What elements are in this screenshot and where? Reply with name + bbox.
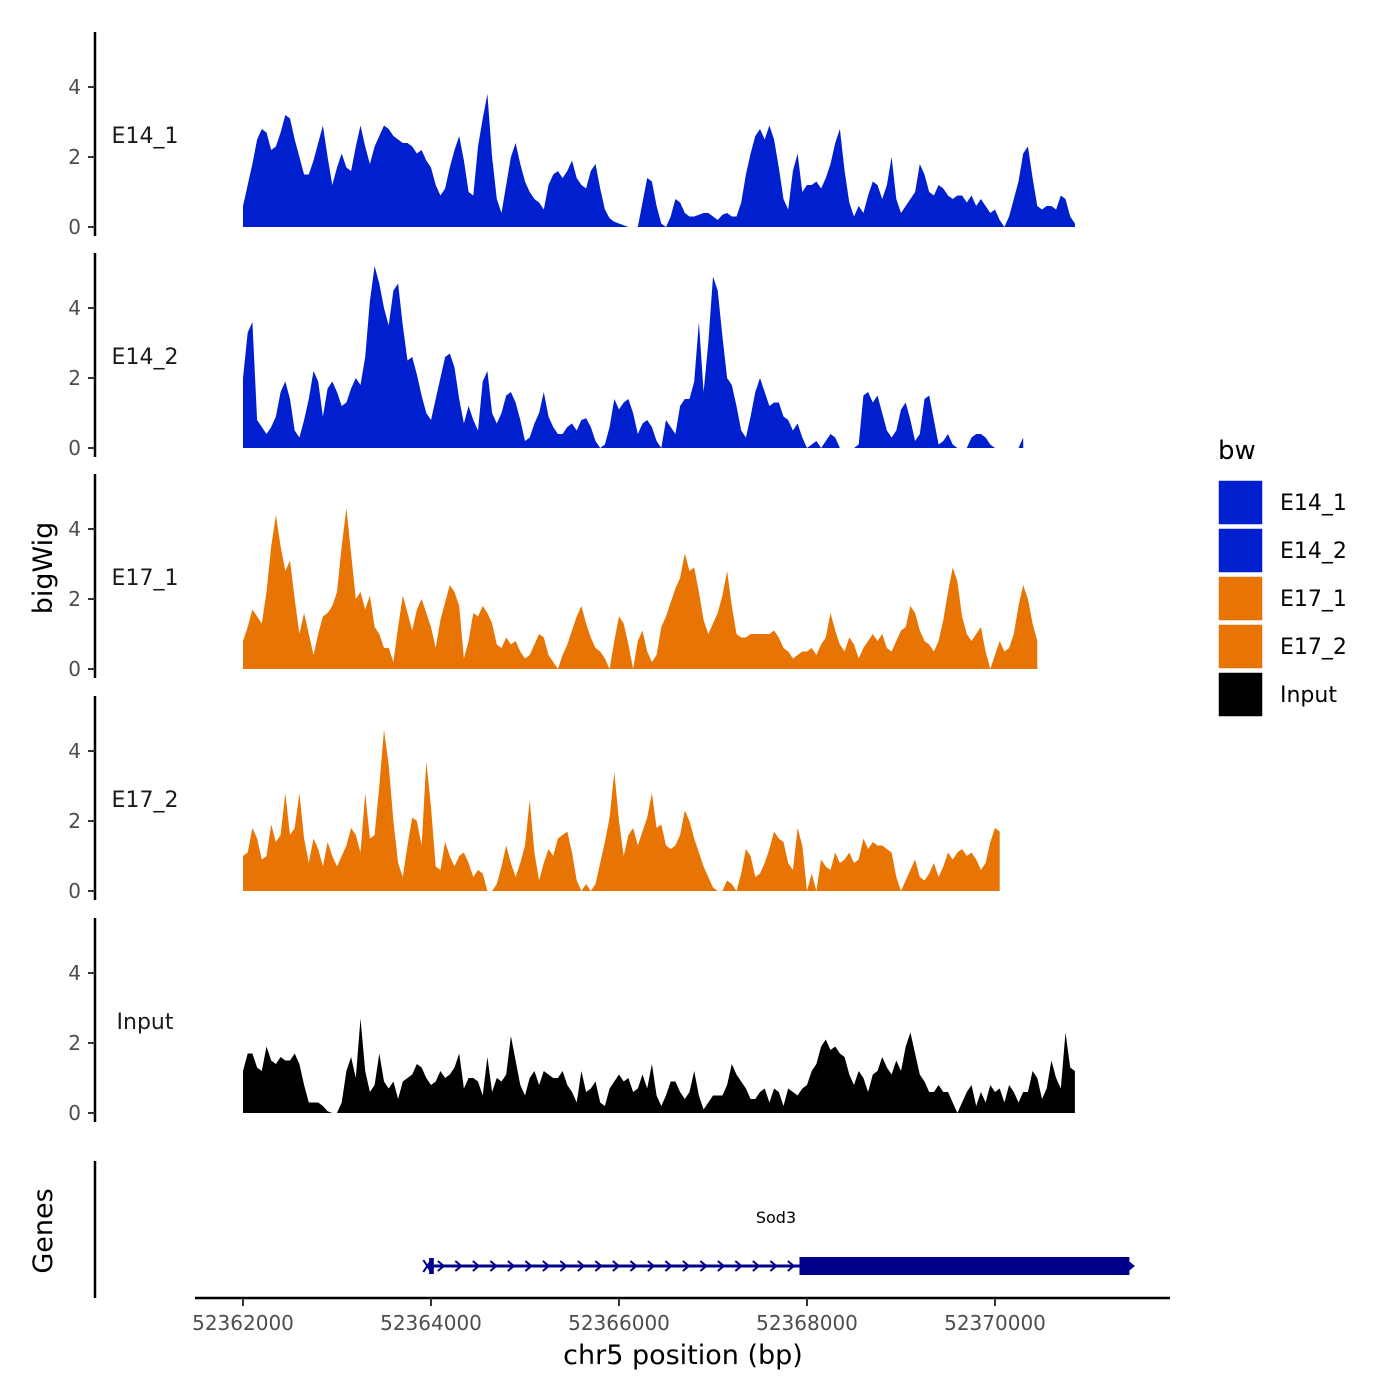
track-Input: 0 2 4 Input (68, 918, 1075, 1125)
y-tick-label: 0 (68, 657, 81, 681)
x-axis: 52362000 52364000 52366000 52368000 52370000 (192, 1296, 1170, 1335)
legend: bw E14_1 E14_2 E17_1 E17_2 Input (1217, 436, 1347, 718)
genes-track: Sod3 (93, 1161, 1135, 1298)
area-E14_1 (243, 94, 1075, 227)
signal-tracks: 0 2 4 E14_1 0 2 4 E14_2 0 2 4 E17_1 0 2 4 E17_2 0 2 4 Input (68, 32, 1075, 1125)
strand-arrow (647, 1260, 656, 1272)
track-E14_1: 0 2 4 E14_1 (68, 32, 1075, 239)
strand-arrow (437, 1260, 446, 1272)
y-tick-label: 0 (68, 879, 81, 903)
strand-arrow (612, 1260, 621, 1272)
strand-arrow (594, 1260, 603, 1272)
x-tick-label: 52362000 (192, 1311, 294, 1335)
strand-arrow (577, 1260, 586, 1272)
strand-arrow (682, 1260, 691, 1272)
strand-arrow (629, 1260, 638, 1272)
legend-key-E17_1 (1217, 575, 1264, 622)
gene-exon-small (429, 1258, 434, 1274)
legend-label: E17_1 (1280, 587, 1347, 612)
area-E14_2 (243, 266, 1024, 448)
y-tick-label: 0 (68, 436, 81, 460)
strand-arrow (717, 1260, 726, 1272)
x-tick-label: 52364000 (380, 1311, 482, 1335)
track-E17_2: 0 2 4 E17_2 (68, 696, 1000, 903)
gene-Sod3: Sod3 (422, 1208, 1135, 1275)
strand-arrow (699, 1260, 708, 1272)
strand-arrow (664, 1260, 673, 1272)
y-tick-label: 2 (68, 809, 81, 833)
strand-arrow (769, 1260, 778, 1272)
track-E14_2: 0 2 4 E14_2 (68, 253, 1024, 460)
strand-arrow (559, 1260, 568, 1272)
y-tick-label: 2 (68, 145, 81, 169)
y-tick-label: 4 (68, 739, 81, 763)
strand-arrow (454, 1260, 463, 1272)
x-tick-label: 52366000 (568, 1311, 670, 1335)
strand-arrow (734, 1260, 743, 1272)
y-tick-label: 4 (68, 517, 81, 541)
legend-title: bw (1218, 436, 1256, 466)
x-tick-label: 52370000 (944, 1311, 1046, 1335)
legend-key-E14_2 (1217, 527, 1264, 574)
track-label: E17_1 (112, 566, 179, 591)
y-tick-label: 4 (68, 75, 81, 99)
y-tick-label: 0 (68, 215, 81, 239)
legend-label: E17_2 (1280, 635, 1347, 660)
gene-end-arrow (1126, 1260, 1135, 1272)
strand-arrow (542, 1260, 551, 1272)
y-tick-label: 0 (68, 1101, 81, 1125)
gene-label: Sod3 (756, 1208, 796, 1227)
y-tick-label: 2 (68, 366, 81, 390)
strand-arrow (524, 1260, 533, 1272)
strand-arrow (489, 1260, 498, 1272)
strand-arrow (752, 1260, 761, 1272)
y-tick-label: 4 (68, 961, 81, 985)
area-E17_1 (243, 508, 1038, 669)
gene-exon-large (799, 1257, 1130, 1275)
y-tick-label: 2 (68, 1031, 81, 1055)
track-label: E14_1 (112, 124, 179, 149)
strand-arrow (472, 1260, 481, 1272)
legend-key-Input (1217, 671, 1264, 718)
x-tick-label: 52368000 (756, 1311, 858, 1335)
track-label: E14_2 (112, 345, 179, 370)
x-axis-title: chr5 position (bp) (563, 1340, 803, 1371)
y-axis-title: bigWig (28, 522, 59, 615)
legend-label: E14_2 (1280, 539, 1347, 564)
strand-arrow (507, 1260, 516, 1272)
legend-key-E14_1 (1217, 479, 1264, 526)
track-label: Input (117, 1010, 174, 1035)
legend-label: E14_1 (1280, 491, 1347, 516)
y-tick-label: 4 (68, 296, 81, 320)
legend-label: Input (1280, 683, 1337, 708)
track-label: E17_2 (112, 788, 179, 813)
y-tick-label: 2 (68, 587, 81, 611)
area-Input (243, 1018, 1075, 1113)
track-E17_1: 0 2 4 E17_1 (68, 474, 1038, 681)
strand-arrow (787, 1260, 796, 1272)
area-E17_2 (243, 730, 1000, 891)
genes-axis-title: Genes (28, 1188, 59, 1273)
legend-key-E17_2 (1217, 623, 1264, 670)
